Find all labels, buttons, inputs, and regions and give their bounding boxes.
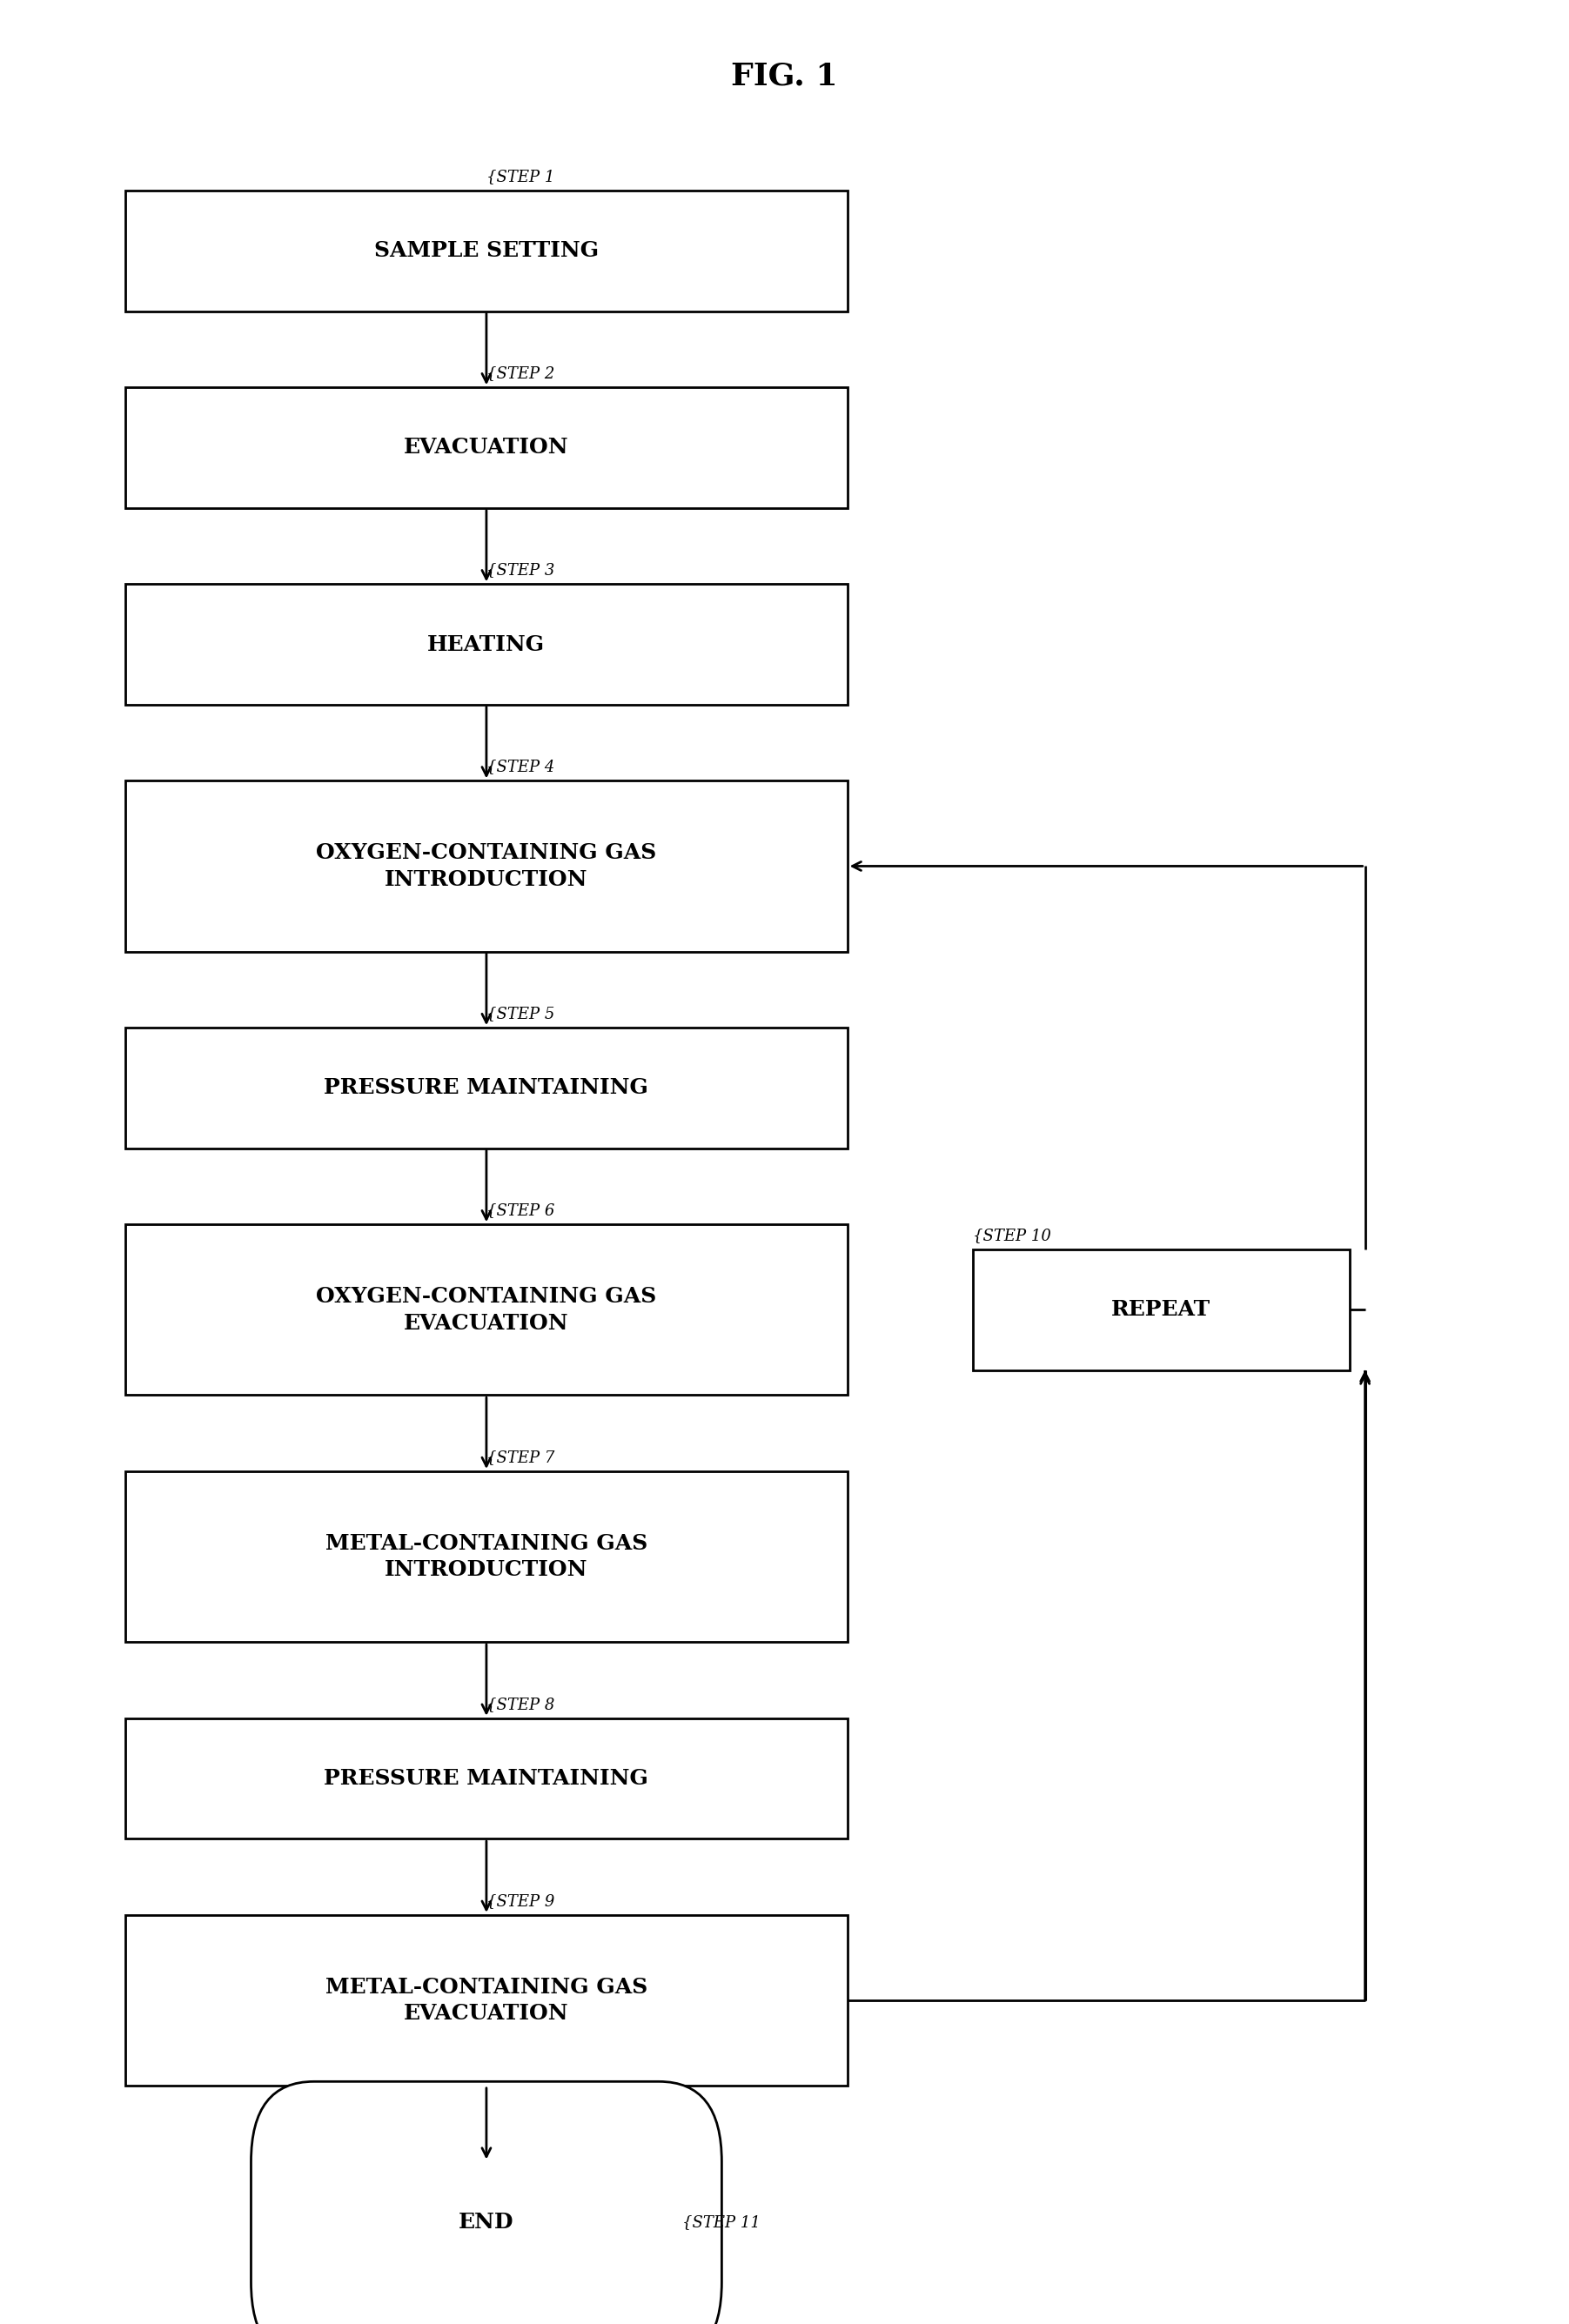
FancyBboxPatch shape xyxy=(126,388,847,509)
Text: REPEAT: REPEAT xyxy=(1111,1299,1211,1320)
FancyBboxPatch shape xyxy=(126,1225,847,1394)
FancyBboxPatch shape xyxy=(126,1027,847,1148)
Text: {STEP 5: {STEP 5 xyxy=(486,1006,554,1023)
FancyBboxPatch shape xyxy=(126,1471,847,1643)
Text: FIG. 1: FIG. 1 xyxy=(731,60,838,91)
FancyBboxPatch shape xyxy=(126,781,847,951)
FancyBboxPatch shape xyxy=(126,1915,847,2085)
FancyBboxPatch shape xyxy=(251,2082,722,2324)
Text: {STEP 8: {STEP 8 xyxy=(486,1697,554,1713)
Text: {STEP 10: {STEP 10 xyxy=(973,1227,1051,1243)
FancyBboxPatch shape xyxy=(973,1250,1349,1369)
Text: {STEP 9: {STEP 9 xyxy=(486,1894,554,1908)
Text: EVACUATION: EVACUATION xyxy=(403,437,570,458)
Text: OXYGEN-CONTAINING GAS
INTRODUCTION: OXYGEN-CONTAINING GAS INTRODUCTION xyxy=(317,841,656,890)
Text: {STEP 4: {STEP 4 xyxy=(486,760,554,774)
FancyBboxPatch shape xyxy=(126,191,847,311)
Text: {STEP 11: {STEP 11 xyxy=(683,2215,761,2229)
Text: OXYGEN-CONTAINING GAS
EVACUATION: OXYGEN-CONTAINING GAS EVACUATION xyxy=(317,1285,656,1334)
Text: PRESSURE MAINTAINING: PRESSURE MAINTAINING xyxy=(325,1078,648,1099)
Text: METAL-CONTAINING GAS
EVACUATION: METAL-CONTAINING GAS EVACUATION xyxy=(325,1975,648,2024)
Text: {STEP 6: {STEP 6 xyxy=(486,1204,554,1218)
Text: HEATING: HEATING xyxy=(428,634,544,655)
Text: {STEP 3: {STEP 3 xyxy=(486,562,554,579)
FancyBboxPatch shape xyxy=(126,583,847,704)
Text: {STEP 7: {STEP 7 xyxy=(486,1450,554,1466)
Text: {STEP 2: {STEP 2 xyxy=(486,365,554,381)
Text: METAL-CONTAINING GAS
INTRODUCTION: METAL-CONTAINING GAS INTRODUCTION xyxy=(325,1534,648,1580)
FancyBboxPatch shape xyxy=(126,1717,847,1838)
Text: SAMPLE SETTING: SAMPLE SETTING xyxy=(373,239,599,260)
Text: PRESSURE MAINTAINING: PRESSURE MAINTAINING xyxy=(325,1769,648,1789)
Text: {STEP 1: {STEP 1 xyxy=(486,170,554,184)
Text: END: END xyxy=(458,2212,515,2233)
